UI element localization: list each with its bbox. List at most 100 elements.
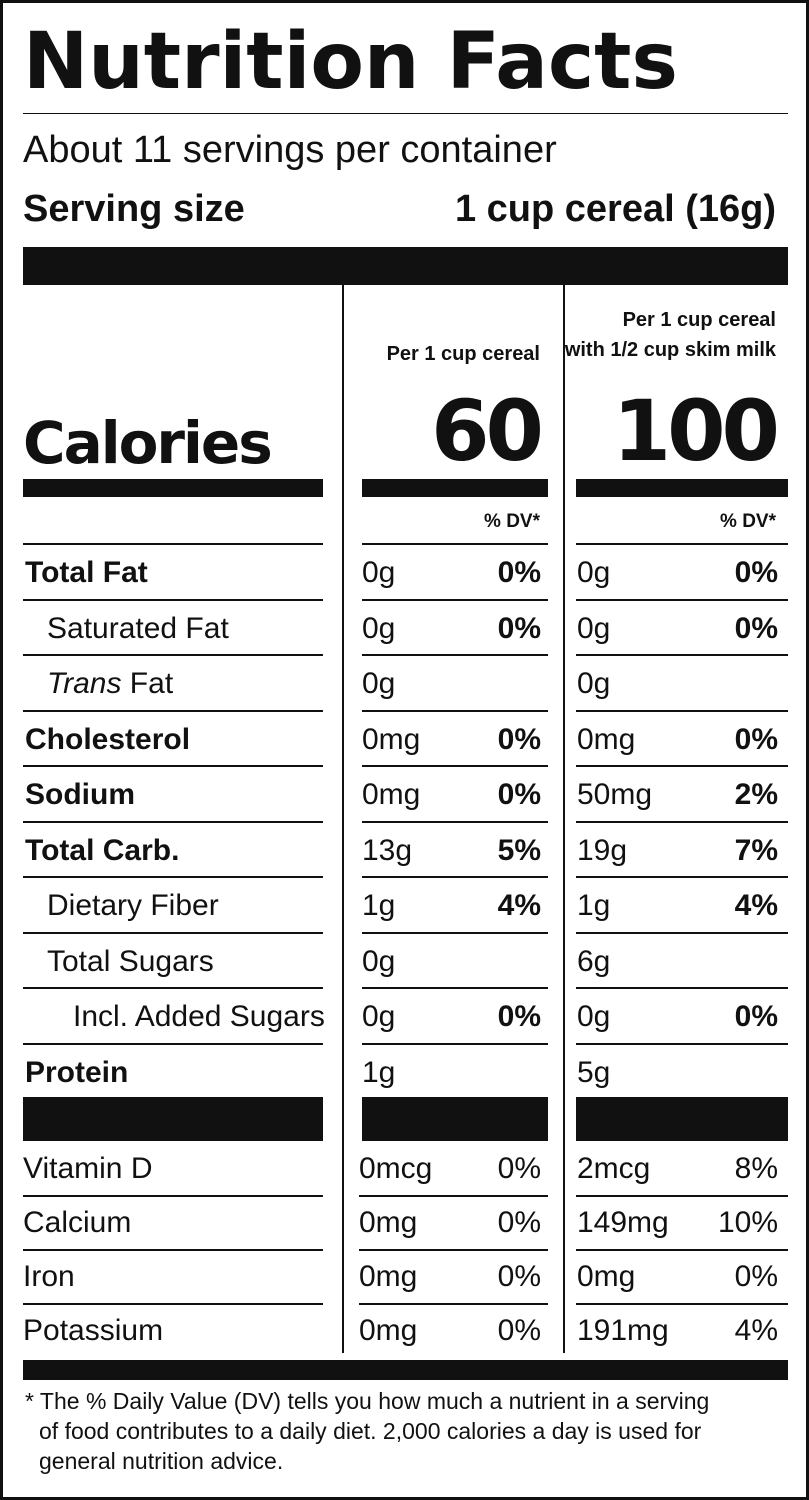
nutrient-amount-1: 0g	[362, 944, 396, 978]
nutrient-rule-mid	[362, 765, 548, 767]
vitamin-dv-2: 4%	[734, 1314, 778, 1347]
nutrient-rule-mid	[362, 654, 548, 656]
nutrient-amount-1: 0mg	[362, 778, 421, 811]
servings-per-container: About 11 servings per container	[23, 129, 557, 171]
thick-bar-bottom	[23, 1360, 788, 1380]
vitamin-dv-1: 0%	[497, 1206, 541, 1239]
nutrient-amount-1: 0mg	[362, 722, 421, 756]
nutrient-rule-right	[576, 543, 788, 545]
nutrient-amount-2: 50mg	[577, 778, 653, 811]
nutrient-dv-2: 7%	[734, 833, 778, 867]
nutrient-amount-1: 1g	[362, 889, 396, 922]
nutrient-amount-2: 19g	[577, 833, 628, 867]
vitamin-amount-2: 0mg	[577, 1260, 636, 1293]
vitamin-name: Potassium	[23, 1314, 164, 1347]
vitamin-rule-left	[23, 1303, 323, 1305]
dv-header-2: % DV*	[720, 511, 776, 532]
nutrient-name-text: Total Fat	[25, 556, 148, 589]
calories-label: Calories	[23, 409, 273, 477]
vitamin-amount-2: 191mg	[577, 1314, 669, 1347]
nutrient-name-text: Total Sugars	[47, 944, 214, 978]
nutrient-name: Dietary Fiber	[47, 886, 219, 926]
vitamin-rule-left	[23, 1195, 323, 1197]
nutrient-amount-2: 0g	[577, 1000, 611, 1033]
nutrient-name-text: Sodium	[25, 778, 135, 811]
nutrient-rule-mid	[362, 543, 548, 545]
nutrient-name: Protein	[25, 1053, 128, 1093]
thick-bar-middle-2	[362, 1097, 548, 1141]
nutrient-rule-mid	[362, 709, 548, 712]
vitamin-dv-1: 0%	[497, 1314, 541, 1347]
column-divider-1	[342, 285, 344, 1353]
nutrient-rule-right	[576, 820, 788, 823]
thick-bar-top	[23, 247, 788, 285]
nutrient-dv-1: 4%	[497, 889, 541, 922]
serving-size-value: 1 cup cereal (16g)	[454, 188, 776, 230]
nutrient-dv-1: 0%	[497, 556, 541, 589]
vitamin-amount-2: 2mcg	[577, 1152, 651, 1185]
nutrient-amount-1: 1g	[362, 1055, 396, 1089]
nutrient-rule-mid	[362, 876, 548, 878]
nutrient-amount-2: 5g	[577, 1055, 611, 1089]
nutrient-amount-1: 0g	[362, 611, 396, 645]
nutrient-rule-right	[576, 654, 788, 656]
calories-bar-3	[576, 479, 788, 497]
vitamin-amount-1: 0mcg	[359, 1152, 433, 1185]
thick-bar-middle-3	[576, 1097, 788, 1141]
column-2-header-line-2: with 1/2 cup skim milk	[564, 339, 776, 361]
nutrient-rule-left	[23, 765, 323, 767]
nutrient-amount-1: 0g	[362, 556, 396, 589]
nutrient-name: Cholesterol	[25, 720, 190, 760]
nutrient-amount-2: 0g	[577, 611, 611, 645]
nutrient-name: Total Fat	[25, 553, 148, 593]
nutrient-rule-mid	[362, 1042, 548, 1045]
nutrient-dv-1: 0%	[497, 722, 541, 756]
nutrient-name: Sodium	[25, 775, 135, 815]
vitamin-dv-2: 10%	[717, 1206, 778, 1239]
vitamin-amount-1: 0mg	[359, 1206, 418, 1239]
vitamin-dv-1: 0%	[497, 1260, 541, 1293]
calories-bar-2	[362, 479, 548, 497]
vitamin-rule-mid	[359, 1303, 548, 1305]
vitamin-rule-right	[576, 1303, 788, 1305]
nutrient-amount-1: 0g	[362, 667, 396, 700]
nutrient-rule-right	[576, 598, 788, 601]
nutrient-rule-left	[23, 654, 323, 656]
nutrient-name-text: Fat	[121, 667, 174, 700]
nutrient-name-text: Protein	[25, 1055, 129, 1089]
nutrient-rule-left	[23, 598, 323, 601]
nutrient-rule-right	[576, 876, 788, 878]
nutrient-name-text: Saturated Fat	[47, 611, 229, 645]
nutrient-name: Total Carb.	[25, 831, 179, 871]
vitamin-amount-1: 0mg	[359, 1314, 418, 1347]
vitamin-amount-1: 0mg	[359, 1260, 418, 1293]
nutrient-name-italic: Trans	[47, 667, 122, 700]
nutrient-rule-mid	[362, 598, 548, 601]
dv-header-1: % DV*	[484, 511, 540, 532]
thick-bar-middle-1	[23, 1097, 323, 1141]
nutrient-amount-1: 13g	[362, 833, 413, 867]
footnote-line-1: * The % Daily Value (DV) tells you how m…	[25, 1388, 710, 1414]
nutrient-rule-mid	[362, 820, 548, 823]
nutrient-rule-left	[23, 709, 323, 712]
nutrient-dv-2: 0%	[734, 556, 778, 589]
column-divider-2	[563, 285, 565, 1353]
nutrient-rule-left	[23, 987, 323, 989]
nutrient-rule-right	[576, 1042, 788, 1045]
nutrient-dv-2: 0%	[734, 722, 778, 756]
nutrient-dv-1: 5%	[497, 833, 541, 867]
nutrient-name-text: Dietary Fiber	[47, 889, 219, 922]
nutrient-amount-2: 6g	[577, 944, 611, 978]
nutrient-rule-left	[23, 1042, 323, 1045]
nutrient-amount-2: 0mg	[577, 722, 636, 756]
nutrient-amount-2: 0g	[577, 556, 611, 589]
nutrient-dv-2: 0%	[734, 1000, 778, 1033]
vitamin-name: Vitamin D	[23, 1152, 153, 1185]
nutrient-dv-1: 0%	[497, 611, 541, 645]
nutrient-rule-right	[576, 709, 788, 712]
nutrient-name-text: Cholesterol	[25, 722, 191, 756]
nutrient-rule-left	[23, 820, 323, 823]
nutrient-dv-2: 0%	[734, 611, 778, 645]
nutrient-rule-right	[576, 765, 788, 767]
vitamin-name: Calcium	[23, 1206, 132, 1239]
